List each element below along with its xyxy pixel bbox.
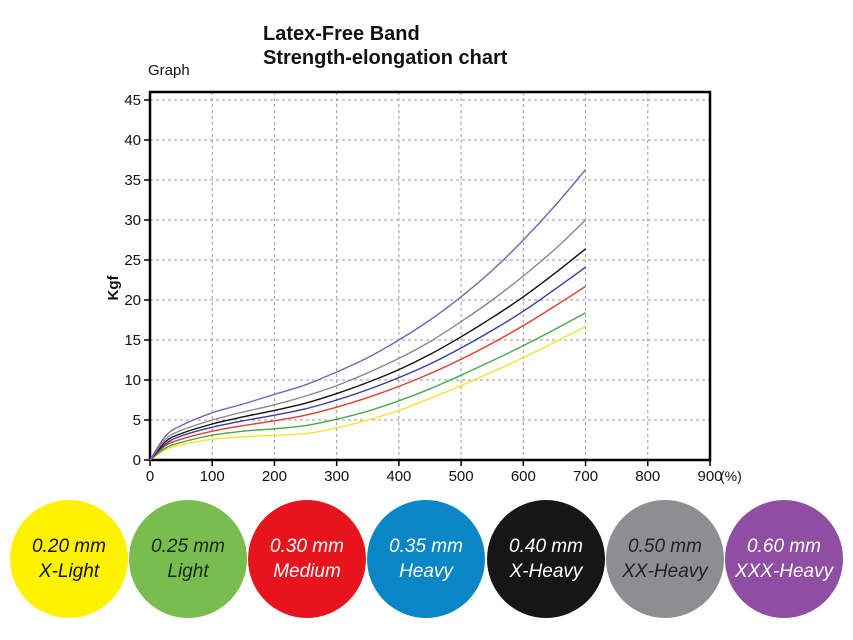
y-tick-label: 40 bbox=[124, 132, 141, 149]
chart-title-line-1: Latex-Free Band bbox=[263, 23, 420, 45]
y-tick-label: 20 bbox=[124, 292, 141, 309]
y-tick-label: 15 bbox=[124, 332, 141, 349]
y-tick-label: 30 bbox=[124, 212, 141, 229]
legend-size: 0.60 mm bbox=[747, 536, 821, 557]
x-tick-label: 100 bbox=[200, 468, 225, 485]
y-tick-label: 5 bbox=[133, 412, 141, 429]
legend-label: Medium bbox=[273, 561, 341, 582]
legend-label: Light bbox=[167, 561, 209, 582]
legend-chip-xx-heavy: 0.50 mm XX-Heavy bbox=[606, 500, 724, 618]
legend: 0.20 mm X-Light 0.25 mm Light 0.30 mm Me… bbox=[0, 500, 853, 620]
y-tick-label: 0 bbox=[133, 452, 141, 469]
series-line-5 bbox=[149, 219, 587, 461]
y-tick-label: 45 bbox=[124, 92, 141, 109]
legend-label: XXX-Heavy bbox=[734, 561, 834, 582]
x-axis-label: (%) bbox=[720, 468, 742, 484]
legend-chip-heavy: 0.35 mm Heavy bbox=[367, 500, 485, 618]
legend-chip-medium: 0.30 mm Medium bbox=[248, 500, 366, 618]
series-line-3 bbox=[149, 266, 587, 461]
legend-size: 0.30 mm bbox=[270, 536, 344, 557]
legend-size: 0.50 mm bbox=[628, 536, 702, 557]
legend-label: Heavy bbox=[399, 561, 453, 582]
x-tick-label: 200 bbox=[262, 468, 287, 485]
x-tick-label: 300 bbox=[324, 468, 349, 485]
plot-frame bbox=[148, 90, 712, 462]
legend-label: X-Light bbox=[38, 561, 100, 582]
x-tick-label: 400 bbox=[386, 468, 411, 485]
y-tick-label: 25 bbox=[124, 252, 141, 269]
legend-chip-x-light: 0.20 mm X-Light bbox=[10, 500, 128, 618]
y-axis-label: Kgf bbox=[105, 275, 122, 301]
chart-title-line-2: Strength-elongation chart bbox=[263, 47, 508, 69]
y-tick-label: 10 bbox=[124, 372, 141, 389]
legend-chip-xxx-heavy: 0.60 mm XXX-Heavy bbox=[725, 500, 843, 618]
legend-chip-light: 0.25 mm Light bbox=[129, 500, 247, 618]
legend-size: 0.35 mm bbox=[389, 536, 463, 557]
series-line-2 bbox=[149, 285, 586, 461]
x-tick-label: 500 bbox=[449, 468, 474, 485]
legend-label: X-Heavy bbox=[509, 561, 583, 582]
y-tick-label: 35 bbox=[124, 172, 141, 189]
legend-size: 0.20 mm bbox=[32, 536, 106, 557]
legend-chip-x-heavy: 0.40 mm X-Heavy bbox=[487, 500, 605, 618]
series-line-1 bbox=[149, 312, 586, 461]
strength-elongation-chart: 0 5 10 15 20 25 30 35 40 45 0 100 200 300 400 500 600 700… bbox=[105, 90, 742, 485]
series-line-4 bbox=[149, 248, 587, 461]
legend-label: XX-Heavy bbox=[622, 561, 708, 582]
x-tick-label: 900 bbox=[697, 468, 722, 485]
legend-size: 0.40 mm bbox=[509, 536, 583, 557]
x-tick-label: 600 bbox=[511, 468, 536, 485]
series-line-0 bbox=[149, 325, 586, 461]
graph-label: Graph bbox=[148, 62, 190, 79]
chart-title: Latex-Free Band Strength-elongation char… bbox=[263, 22, 507, 70]
x-tick-label: 800 bbox=[635, 468, 660, 485]
legend-size: 0.25 mm bbox=[151, 536, 225, 557]
series-line-6 bbox=[149, 169, 587, 461]
x-tick-label: 700 bbox=[573, 468, 598, 485]
x-tick-label: 0 bbox=[146, 468, 154, 485]
